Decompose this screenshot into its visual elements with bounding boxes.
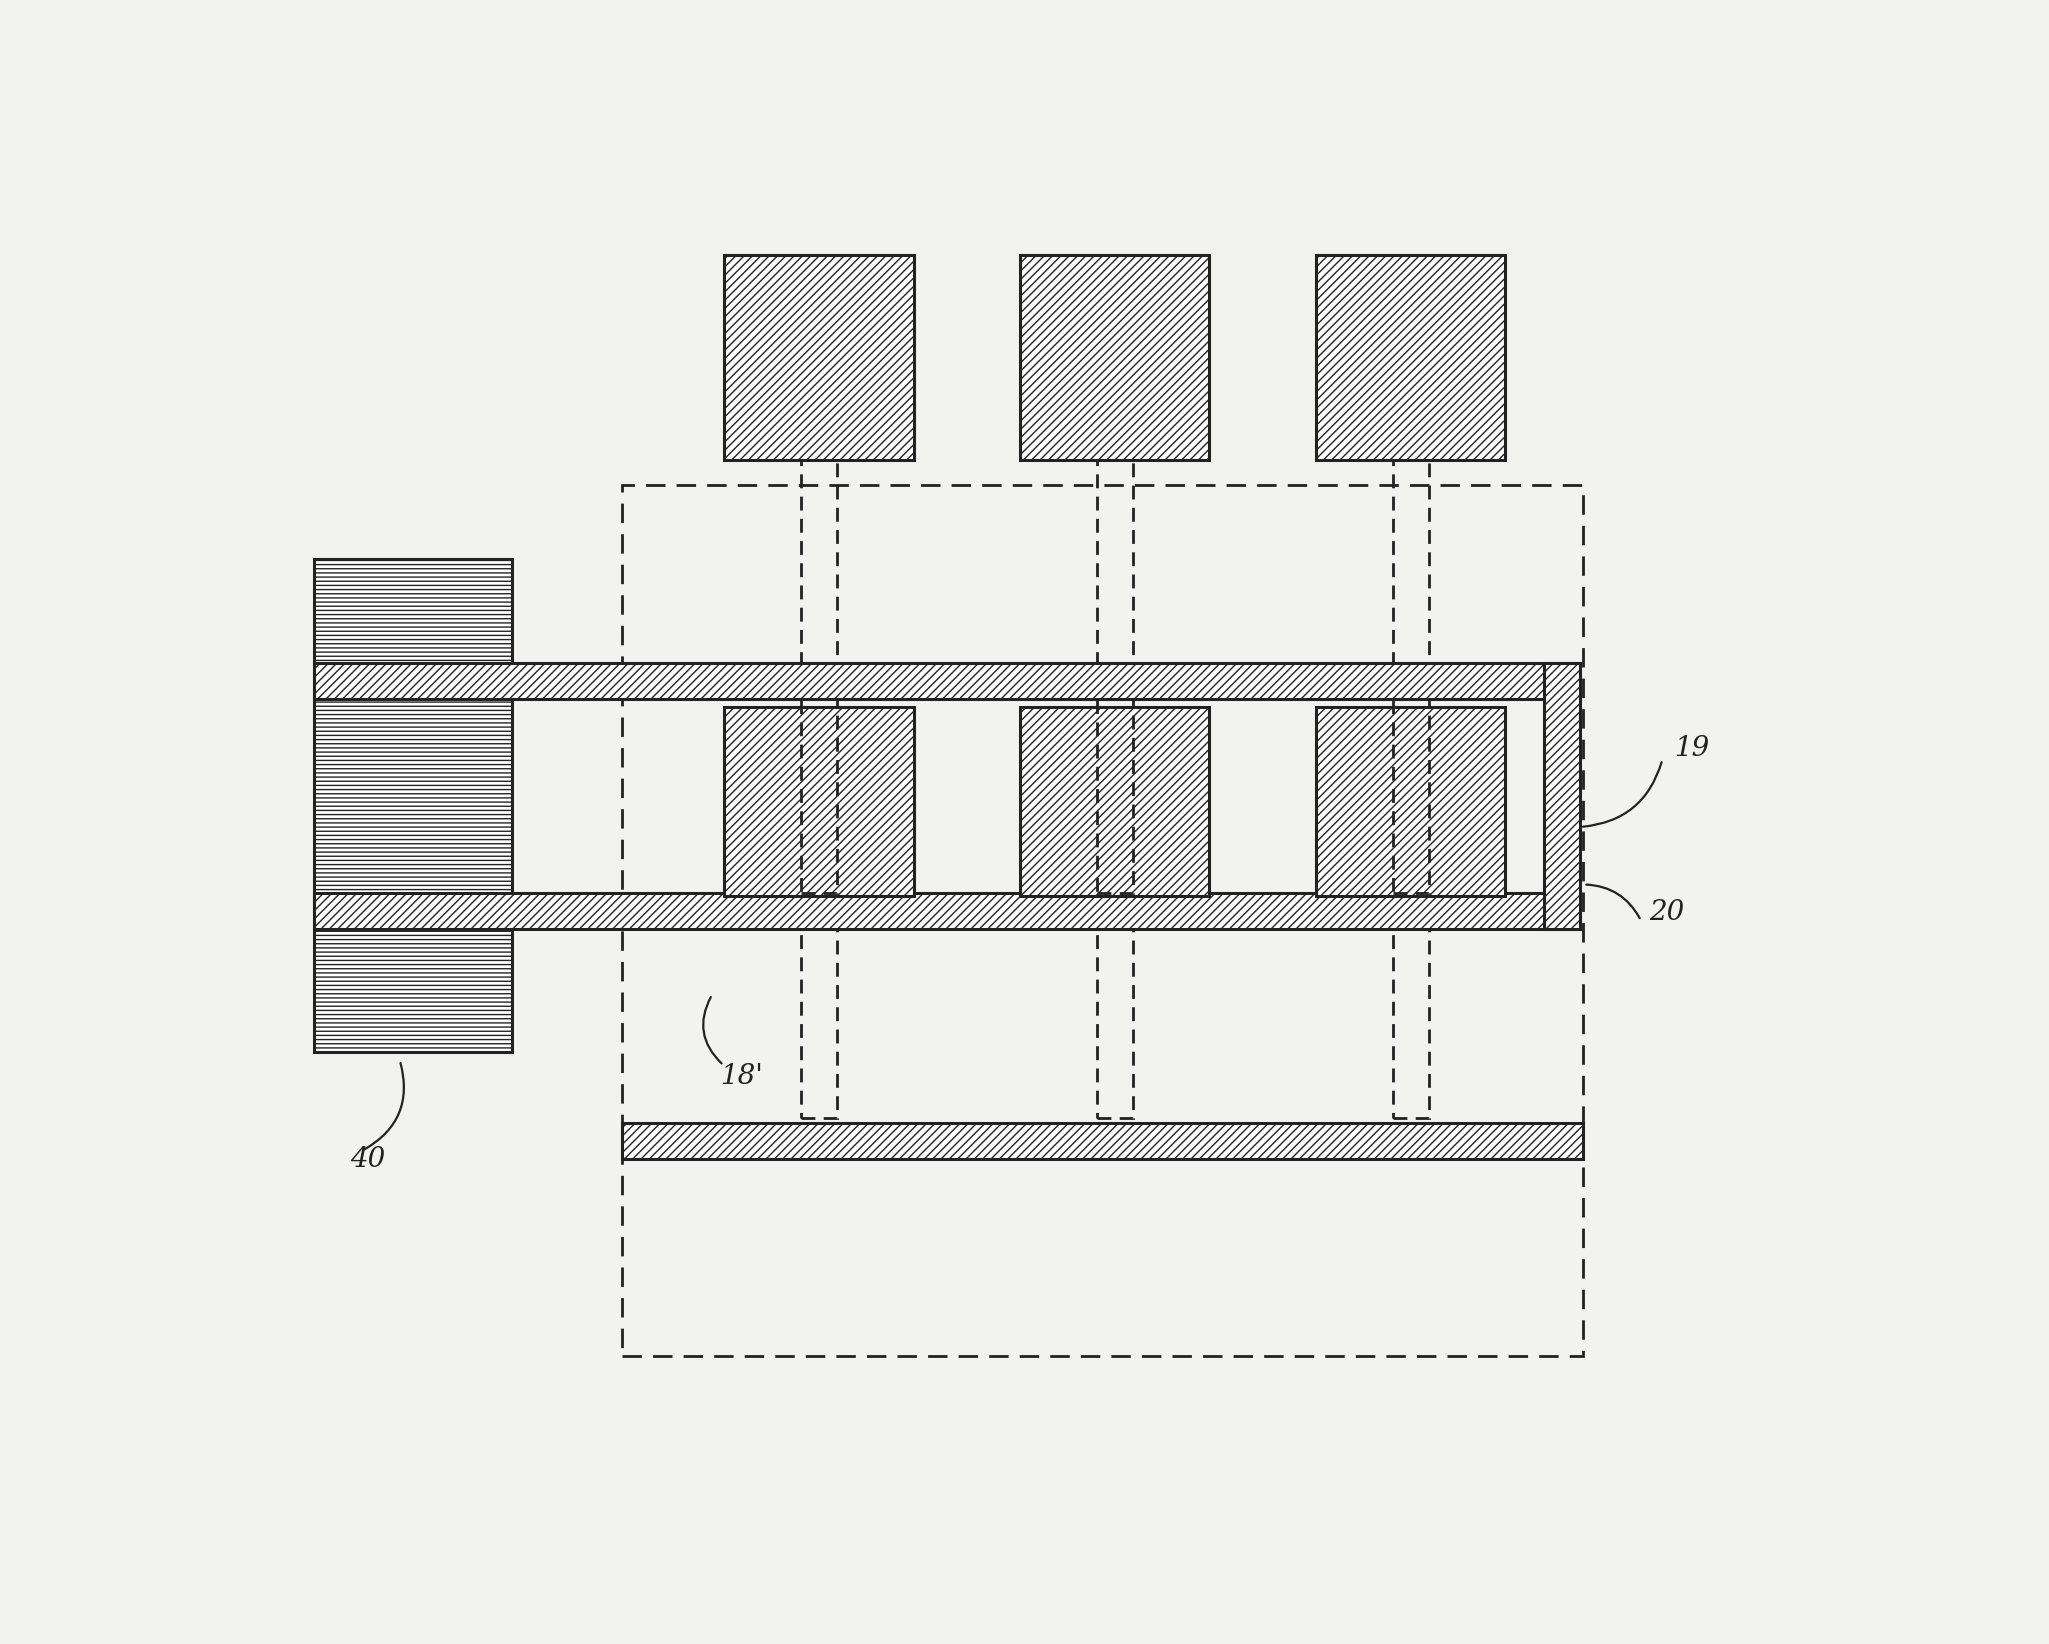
Bar xyxy=(621,1123,1584,1159)
Text: 18': 18' xyxy=(721,1064,762,1090)
Text: 19: 19 xyxy=(1674,735,1709,761)
Text: 20: 20 xyxy=(1649,899,1684,926)
Bar xyxy=(1315,255,1506,460)
Bar xyxy=(801,460,838,663)
Bar xyxy=(1545,663,1580,929)
Bar xyxy=(1393,699,1428,893)
Bar xyxy=(1096,929,1133,1118)
Bar xyxy=(1393,460,1428,663)
Bar xyxy=(725,707,914,896)
Bar xyxy=(1315,707,1506,896)
Bar xyxy=(1393,929,1428,1118)
Bar xyxy=(313,559,512,1052)
Text: 40: 40 xyxy=(350,1146,385,1172)
Bar xyxy=(1020,255,1209,460)
Bar xyxy=(1020,707,1209,896)
Bar xyxy=(801,699,838,893)
Bar xyxy=(621,485,1584,1356)
Bar xyxy=(1096,460,1133,663)
Bar xyxy=(313,663,1580,699)
Bar xyxy=(1096,699,1133,893)
Bar xyxy=(725,255,914,460)
Bar xyxy=(801,929,838,1118)
Bar xyxy=(313,893,1580,929)
